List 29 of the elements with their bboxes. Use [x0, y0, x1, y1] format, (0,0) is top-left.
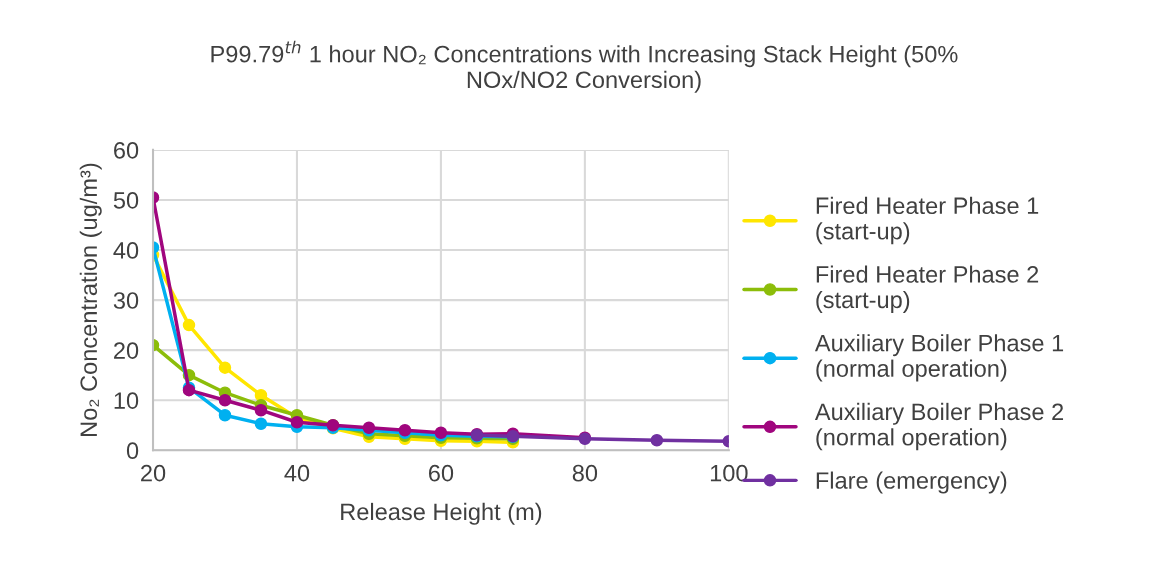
legend-label: Fired Heater Phase 1 (start-up) — [816, 196, 1039, 245]
y-tick-label: 60 — [114, 141, 139, 159]
x-tick-label: 80 — [572, 464, 598, 482]
x-tick-label: 40 — [284, 464, 310, 482]
y-tick-label: 50 — [113, 192, 139, 209]
y-tick-label: 10 — [114, 392, 139, 409]
y-axis-title: No₂ Concentration (ug/m³) — [79, 163, 102, 436]
x-tick-label: 100 — [710, 464, 748, 482]
point — [254, 388, 268, 402]
point — [290, 415, 304, 429]
y-tick-label: 30 — [113, 292, 139, 309]
point — [218, 393, 232, 407]
point — [218, 361, 232, 374]
point — [254, 417, 268, 430]
y-tick-label: 40 — [113, 242, 139, 259]
point — [254, 403, 268, 417]
y-tick-label: 20 — [114, 342, 139, 359]
legend-label: Flare (emergency) — [816, 471, 1007, 494]
point — [182, 318, 196, 332]
y-tick-label: 0 — [126, 442, 139, 460]
chart-title: P99.79$^{th}$ 1 hour NO₂ Concentrations with Increasing Stack Height (50% NOx/NO2 Conversion) — [211, 40, 958, 93]
legend-label: Auxiliary Boiler Phase 1 (normal operation) — [814, 334, 1064, 382]
legend-label: Fired Heater Phase 2 (start-up) — [816, 265, 1039, 313]
x-tick-label: 60 — [428, 464, 454, 482]
point — [650, 434, 664, 447]
legend-label: Auxiliary Boiler Phase 2 (normal operation) — [814, 402, 1064, 451]
x-tick-label: 20 — [141, 464, 166, 482]
point — [218, 408, 232, 422]
x-axis-title: Release Height (m) — [341, 502, 542, 525]
